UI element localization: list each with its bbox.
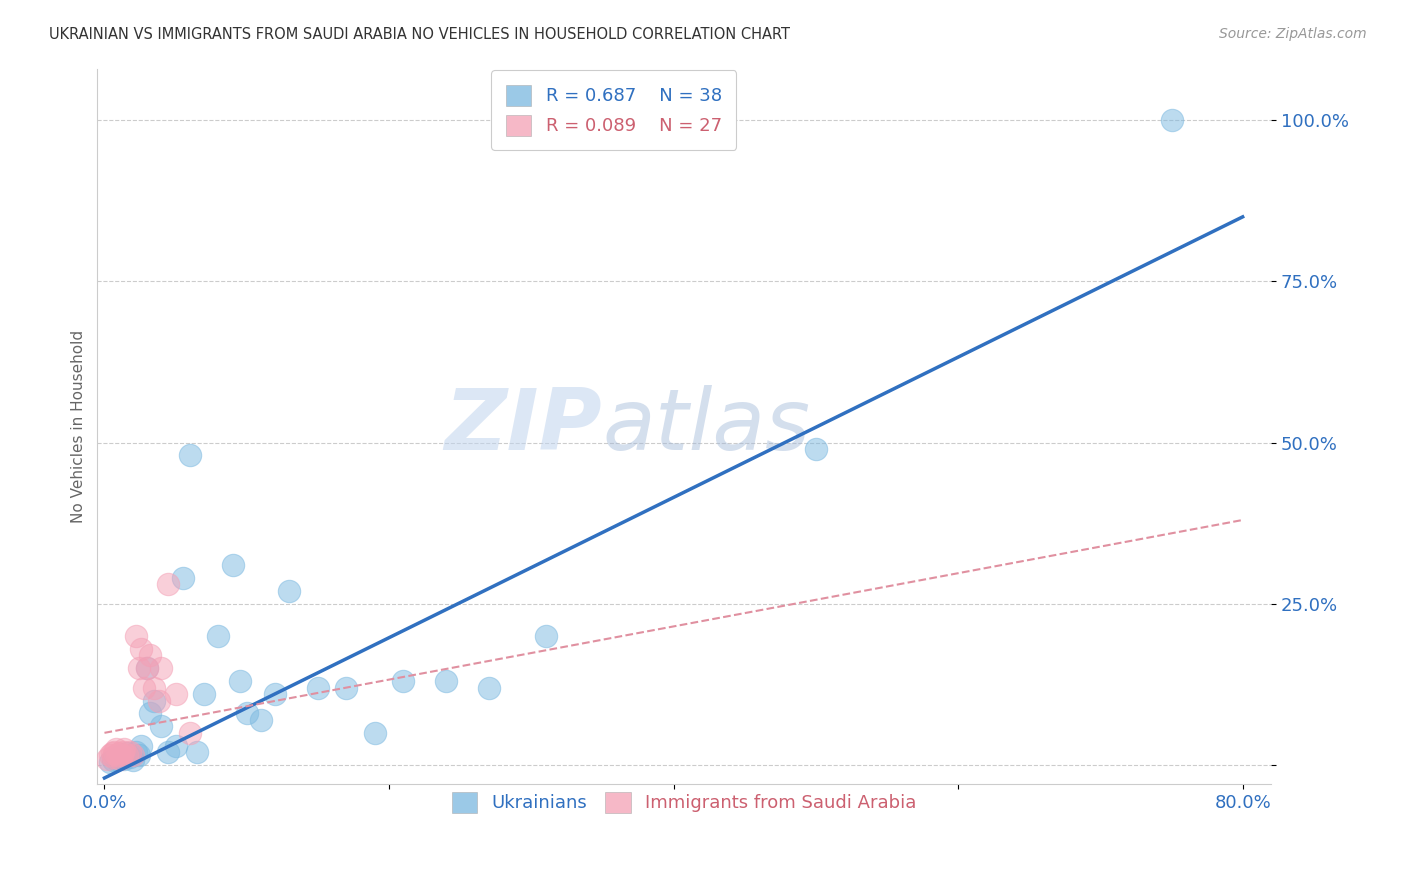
Point xyxy=(122,753,145,767)
Point xyxy=(221,558,243,573)
Point xyxy=(125,745,148,759)
Point xyxy=(110,748,132,763)
Point xyxy=(107,750,129,764)
Point xyxy=(264,687,287,701)
Point xyxy=(101,750,124,764)
Point xyxy=(157,577,180,591)
Y-axis label: No Vehicles in Household: No Vehicles in Household xyxy=(72,330,86,523)
Point xyxy=(96,751,118,765)
Point xyxy=(150,661,173,675)
Point xyxy=(278,583,301,598)
Point xyxy=(148,693,170,707)
Point xyxy=(179,726,201,740)
Point xyxy=(478,681,501,695)
Point xyxy=(115,748,138,763)
Point xyxy=(150,719,173,733)
Point xyxy=(98,748,121,763)
Point xyxy=(804,442,827,456)
Point xyxy=(157,745,180,759)
Point xyxy=(143,693,166,707)
Text: atlas: atlas xyxy=(602,385,810,468)
Point xyxy=(228,674,250,689)
Point xyxy=(250,713,273,727)
Point xyxy=(107,747,129,761)
Point xyxy=(172,571,194,585)
Point xyxy=(100,747,122,761)
Point xyxy=(139,648,162,663)
Point xyxy=(103,745,125,759)
Point xyxy=(134,681,156,695)
Point xyxy=(112,751,135,765)
Point xyxy=(122,748,145,763)
Point xyxy=(131,642,153,657)
Point xyxy=(143,681,166,695)
Point xyxy=(364,726,387,740)
Point xyxy=(111,745,134,759)
Point xyxy=(392,674,415,689)
Point xyxy=(207,629,229,643)
Point xyxy=(101,753,124,767)
Text: UKRAINIAN VS IMMIGRANTS FROM SAUDI ARABIA NO VEHICLES IN HOUSEHOLD CORRELATION C: UKRAINIAN VS IMMIGRANTS FROM SAUDI ARABI… xyxy=(49,27,790,42)
Point xyxy=(307,681,329,695)
Point xyxy=(125,629,148,643)
Point xyxy=(434,674,457,689)
Point xyxy=(165,687,187,701)
Point xyxy=(120,745,142,759)
Point xyxy=(136,661,159,675)
Point xyxy=(98,755,121,769)
Point xyxy=(128,748,150,763)
Point xyxy=(179,449,201,463)
Point xyxy=(131,739,153,753)
Point xyxy=(110,748,132,763)
Point xyxy=(186,745,208,759)
Point xyxy=(104,751,127,765)
Point xyxy=(128,661,150,675)
Point xyxy=(120,750,142,764)
Text: ZIP: ZIP xyxy=(444,385,602,468)
Point xyxy=(136,661,159,675)
Point xyxy=(112,742,135,756)
Point xyxy=(165,739,187,753)
Point xyxy=(115,747,138,761)
Point xyxy=(108,751,131,765)
Legend: Ukrainians, Immigrants from Saudi Arabia: Ukrainians, Immigrants from Saudi Arabia xyxy=(439,780,929,825)
Point xyxy=(335,681,357,695)
Point xyxy=(104,742,127,756)
Point xyxy=(1160,113,1182,128)
Point xyxy=(105,748,128,763)
Point xyxy=(235,706,257,721)
Point xyxy=(139,706,162,721)
Point xyxy=(193,687,215,701)
Point xyxy=(534,629,557,643)
Text: Source: ZipAtlas.com: Source: ZipAtlas.com xyxy=(1219,27,1367,41)
